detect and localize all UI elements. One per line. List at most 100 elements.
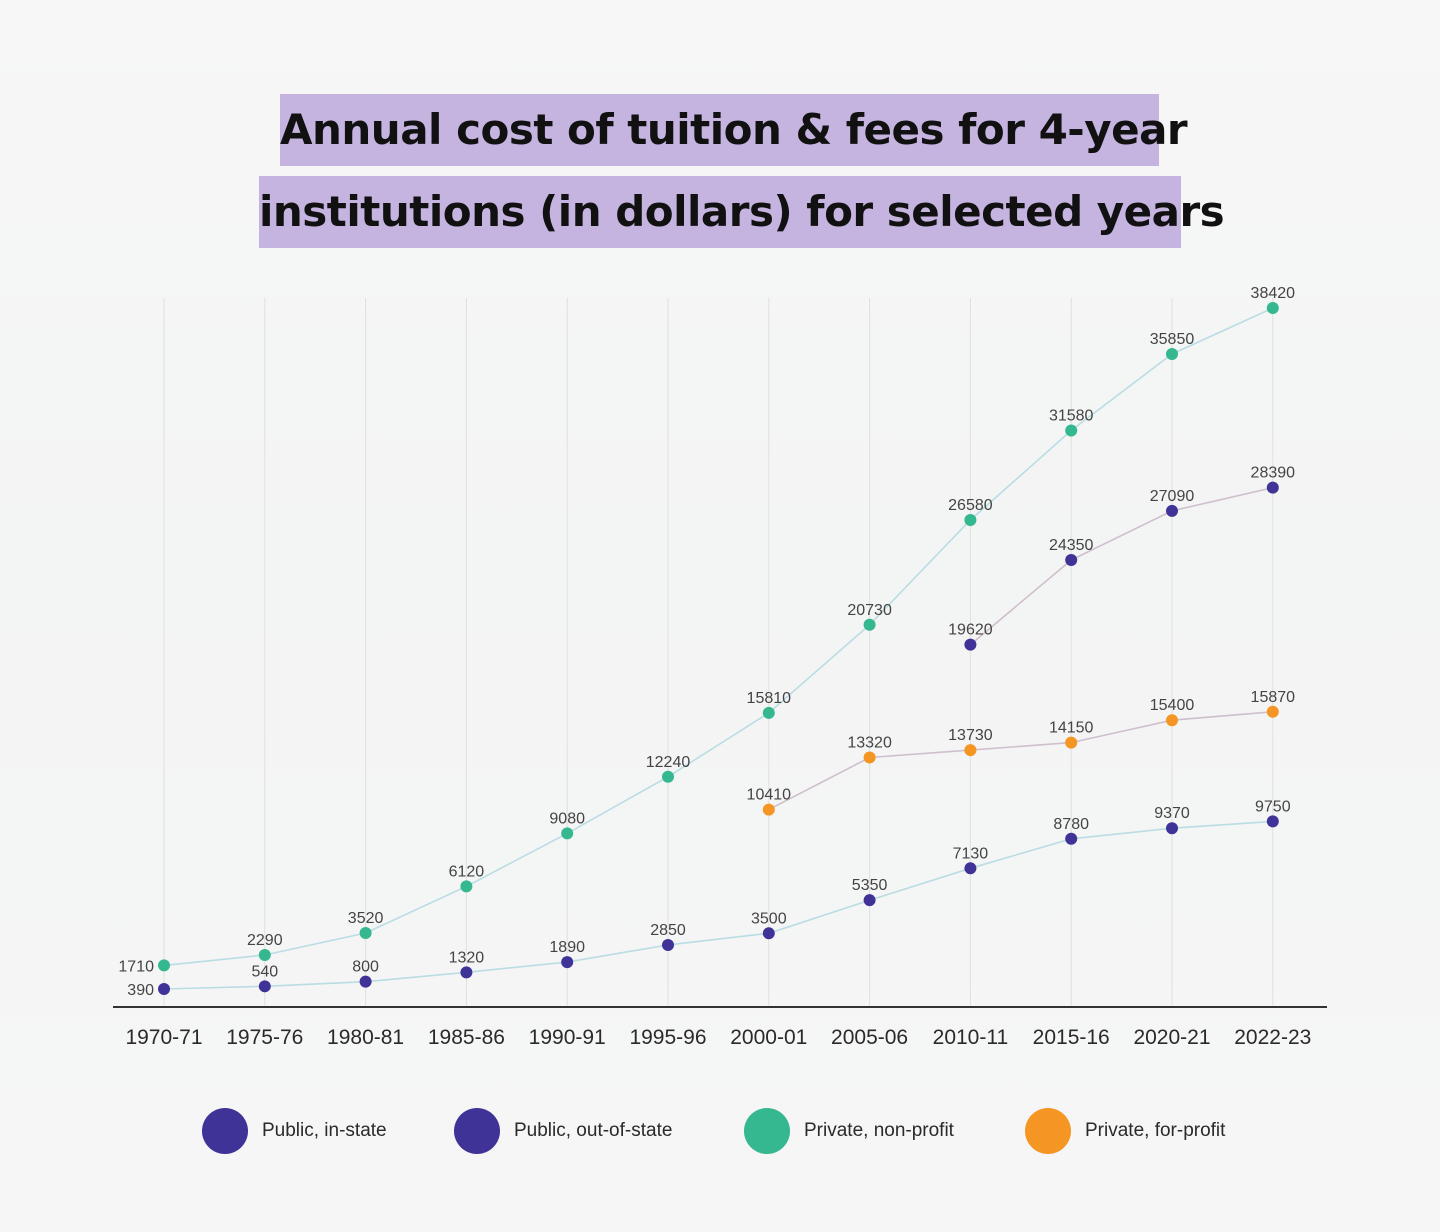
legend-item-public-in-state: Public, in-state	[202, 1107, 387, 1155]
data-label: 28390	[1251, 465, 1296, 482]
data-label: 3500	[751, 910, 787, 927]
x-tick-label: 2015-16	[1033, 1026, 1110, 1049]
legend-label: Public, in-state	[262, 1120, 387, 1141]
x-tick-label: 2005-06	[831, 1026, 908, 1049]
series-line	[969, 486, 1273, 646]
data-label: 10410	[747, 787, 792, 804]
data-point	[1266, 481, 1279, 494]
legend-swatch	[1025, 1108, 1071, 1154]
data-label: 15400	[1150, 697, 1195, 714]
data-point	[158, 983, 170, 995]
data-point	[460, 966, 473, 979]
legend-label: Public, out-of-state	[514, 1120, 673, 1141]
data-label: 7130	[953, 845, 989, 862]
x-tick-label: 2020-21	[1133, 1026, 1210, 1049]
chart-title-line-2: institutions (in dollars) for selected y…	[259, 176, 1225, 248]
data-label: 15870	[1251, 689, 1296, 706]
data-point	[359, 975, 372, 988]
x-tick-label: 1970-71	[125, 1026, 202, 1049]
data-label: 1710	[118, 958, 154, 975]
data-point	[1266, 302, 1279, 314]
data-label: 800	[352, 959, 379, 976]
legend-item-public-out-of-state: Public, out-of-state	[454, 1107, 672, 1155]
data-label: 6120	[449, 863, 485, 880]
data-point	[561, 827, 574, 840]
data-label: 9080	[549, 810, 585, 827]
data-label: 20730	[847, 602, 892, 619]
data-label: 24350	[1049, 537, 1094, 554]
data-point	[964, 744, 977, 757]
data-point	[359, 926, 372, 939]
data-point	[1166, 348, 1178, 361]
series-line	[163, 820, 1273, 990]
data-point	[762, 803, 775, 816]
x-tick-label: 2010-11	[933, 1026, 1009, 1049]
series-line	[768, 711, 1273, 811]
data-label: 13730	[948, 727, 993, 744]
data-point	[561, 956, 574, 969]
data-point	[964, 514, 977, 527]
data-label: 1890	[549, 939, 585, 956]
data-point	[863, 618, 876, 631]
data-label: 38420	[1251, 285, 1296, 302]
data-label: 13320	[847, 734, 892, 751]
data-point	[1065, 736, 1078, 749]
data-label: 19620	[948, 622, 993, 639]
data-point	[863, 751, 876, 764]
legend-label: Private, non-profit	[804, 1120, 954, 1141]
data-label: 15810	[747, 690, 792, 707]
data-label: 26580	[948, 497, 993, 514]
data-label: 2850	[650, 922, 686, 939]
legend-item-private-for-profit: Private, for-profit	[1025, 1107, 1225, 1155]
data-label: 27090	[1150, 488, 1195, 505]
data-label: 2290	[247, 932, 283, 949]
data-point	[1266, 815, 1279, 828]
data-point	[1166, 822, 1178, 835]
data-point	[1266, 705, 1279, 718]
x-tick-label: 2022-23	[1234, 1026, 1311, 1049]
data-point	[863, 894, 876, 907]
data-point	[460, 880, 473, 893]
data-label: 14150	[1049, 720, 1094, 737]
data-point	[762, 927, 775, 940]
data-label: 12240	[646, 754, 691, 771]
data-point	[964, 638, 977, 651]
data-point	[1065, 424, 1078, 437]
data-label: 35850	[1150, 331, 1195, 348]
data-point	[662, 938, 674, 951]
series-line	[163, 307, 1274, 967]
legend-label: Private, for-profit	[1085, 1120, 1226, 1141]
data-point	[1166, 504, 1178, 517]
data-point	[1166, 714, 1178, 727]
data-point	[1065, 832, 1078, 845]
x-tick-label: 1995-96	[629, 1026, 706, 1049]
chart-title-line-1: Annual cost of tuition & fees for 4-year	[280, 94, 1188, 166]
data-point	[662, 770, 674, 783]
x-tick-label: 1990-91	[529, 1026, 606, 1049]
data-label: 9750	[1255, 798, 1291, 815]
data-label: 390	[127, 982, 154, 999]
data-label: 8780	[1053, 816, 1089, 833]
data-label: 5350	[852, 877, 888, 894]
data-point	[258, 980, 271, 993]
data-label: 540	[251, 963, 278, 980]
legend-swatch	[454, 1108, 500, 1154]
data-label: 1320	[449, 949, 485, 966]
data-label: 3520	[348, 910, 384, 927]
data-point	[158, 959, 170, 972]
x-tick-label: 2000-01	[730, 1026, 807, 1049]
data-point	[964, 862, 977, 875]
data-point	[762, 706, 775, 719]
legend-swatch	[744, 1108, 790, 1154]
data-point	[1065, 553, 1078, 566]
data-label: 31580	[1049, 407, 1094, 424]
x-tick-label: 1985-86	[428, 1026, 505, 1049]
data-point	[258, 948, 271, 961]
data-label: 9370	[1154, 805, 1190, 822]
x-tick-label: 1975-76	[226, 1026, 303, 1049]
x-tick-label: 1980-81	[327, 1026, 404, 1049]
legend-item-private-non-profit: Private, non-profit	[744, 1107, 954, 1155]
legend-swatch	[202, 1108, 248, 1154]
